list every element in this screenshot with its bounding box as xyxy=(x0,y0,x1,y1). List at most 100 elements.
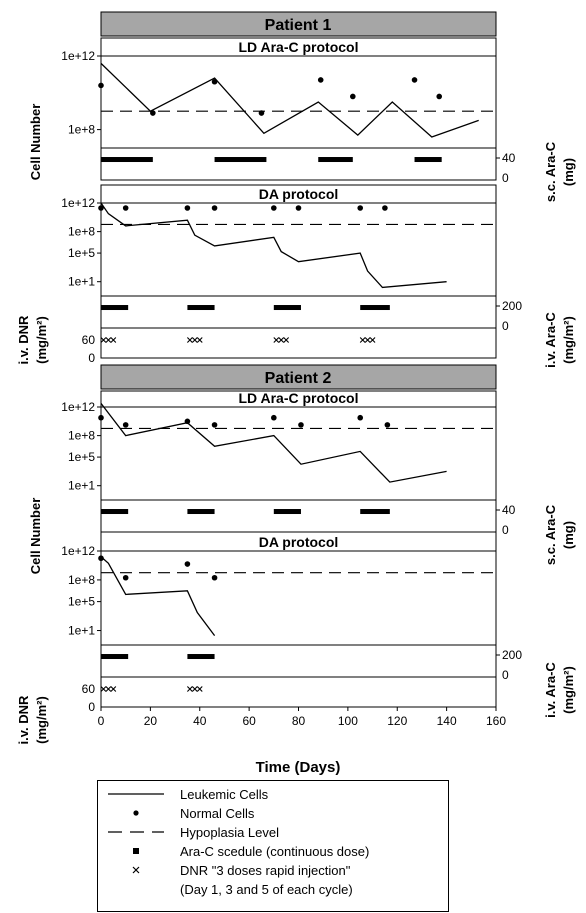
panel4-arac-bar xyxy=(101,654,129,660)
panel4-dnr-dose xyxy=(110,686,117,692)
panel1-arac-bar xyxy=(101,157,153,163)
panel1-cell-tick-label: 1e+12 xyxy=(61,49,95,63)
panel1-normal-point xyxy=(211,78,218,85)
panel2-arac-bar xyxy=(101,305,129,311)
panel4-dnr-tick-low: 0 xyxy=(88,700,95,714)
panel4-arac-box xyxy=(100,644,497,678)
panel3-arac-bar xyxy=(187,509,215,515)
legend-dash-icon xyxy=(108,831,164,833)
legend-dot-icon xyxy=(133,810,139,816)
legend-label-dnr: DNR "3 doses rapid injection" xyxy=(180,863,351,878)
panel2-protocol-title: DA protocol xyxy=(259,186,339,202)
panel4-dnr-dose xyxy=(100,686,107,692)
legend-label-normal: Normal Cells xyxy=(180,806,255,821)
panel3-arac-bar xyxy=(360,509,390,515)
panel3-normal-point xyxy=(357,414,364,421)
panel1-cell-box xyxy=(100,55,497,149)
panel3-normal-point xyxy=(122,422,129,428)
panel4-normal-point xyxy=(122,574,129,581)
dnr-label-p1-line1: i.v. DNR xyxy=(16,315,31,364)
panel2-dnr-dose xyxy=(273,337,280,343)
panel3-protocol-title: LD Ara-C protocol xyxy=(238,390,358,406)
panel3-arac-tick-low: 0 xyxy=(502,523,509,537)
panel2-normal-point xyxy=(295,205,302,211)
legend-cross-icon xyxy=(132,866,140,874)
panel4-cell-tick-label: 1e+8 xyxy=(68,573,95,587)
panel3-normal-point xyxy=(271,414,277,421)
panel1-normal-point xyxy=(258,110,265,116)
panel2-dnr-dose xyxy=(196,337,203,343)
legend-label-dnr-note: (Day 1, 3 and 5 of each cycle) xyxy=(180,882,353,897)
panel1-arac-bar xyxy=(414,157,442,163)
panel2-dnr-dose xyxy=(110,337,117,343)
panel2-dnr-tick-high: 60 xyxy=(82,333,96,347)
panel3-normal-point xyxy=(298,422,304,428)
sc-arac-label-p2: s.c. Ara-C (mg) xyxy=(543,504,576,565)
panel2-arac-tick-low: 0 xyxy=(502,319,509,333)
panel2-arac-tick-high: 200 xyxy=(502,299,522,313)
panel2-dnr-dose xyxy=(364,337,371,343)
iv-arac-label-p2: i.v. Ara-C (mg/m²) xyxy=(543,662,576,718)
panel4-cell-tick-label: 1e+12 xyxy=(61,544,95,558)
legend-label-hypoplasia: Hypoplasia Level xyxy=(180,825,280,840)
panel2-cell-box xyxy=(100,202,497,297)
panel2-dnr-dose xyxy=(369,337,376,343)
panel3-arac-tick-high: 40 xyxy=(502,503,516,517)
panel1-normal-point xyxy=(98,82,104,89)
panel2-leukemic-line xyxy=(100,202,447,289)
patient2-title: Patient 2 xyxy=(265,370,332,387)
panel2-dnr-tick-low: 0 xyxy=(88,351,95,365)
panel1-normal-point xyxy=(150,110,156,116)
iv-arac-label-p1: i.v. Ara-C (mg/m²) xyxy=(543,312,576,368)
x-tick-label: 120 xyxy=(387,714,407,728)
panel1-leukemic-line xyxy=(100,62,479,138)
panel2-normal-point xyxy=(122,205,129,211)
panel3-cell-tick-label: 1e+8 xyxy=(68,429,95,443)
legend-line-icon xyxy=(108,793,164,795)
dnr-label-p2-line2: (mg/m²) xyxy=(34,696,49,744)
dnr-label-p1-line2: (mg/m²) xyxy=(34,316,49,364)
panel2-dnr-box xyxy=(100,327,497,359)
x-tick-label: 140 xyxy=(437,714,457,728)
panel3-cell-box xyxy=(100,406,497,501)
panel2-dnr-dose xyxy=(359,337,366,343)
panel4-cell-box xyxy=(100,550,497,646)
sc-arac-label-p1: s.c. Ara-C (mg) xyxy=(543,141,576,202)
panel4-leukemic-line xyxy=(100,556,216,636)
panel2-arac-bar xyxy=(273,305,301,311)
dnr-label-p2-line1: i.v. DNR xyxy=(16,695,31,744)
panel4-normal-point xyxy=(184,561,191,567)
x-tick-label: 40 xyxy=(193,714,207,728)
panel2-normal-point xyxy=(184,205,191,211)
panel3-leukemic-line xyxy=(100,403,447,483)
panel3-cell-tick-label: 1e+5 xyxy=(68,450,95,464)
legend-square-icon xyxy=(133,848,139,854)
iv-arac-label-p2-line2: (mg/m²) xyxy=(561,666,576,714)
x-tick-label: 80 xyxy=(292,714,306,728)
panel2-dnr-dose xyxy=(191,337,198,343)
panel3-normal-point xyxy=(384,422,391,428)
dnr-label-p1: i.v. DNR (mg/m²) xyxy=(16,315,49,364)
legend-label-arac: Ara-C scedule (continuous dose) xyxy=(180,844,370,859)
panel3-normal-point xyxy=(211,422,218,428)
panel4-dnr-dose xyxy=(196,686,203,692)
sc-arac-label-p2-line2: (mg) xyxy=(561,521,576,549)
panel1-arac-tick-low: 0 xyxy=(502,171,509,185)
panel4-cell-tick-label: 1e+5 xyxy=(68,595,95,609)
dnr-label-p2: i.v. DNR (mg/m²) xyxy=(16,695,49,744)
panel3-normal-point xyxy=(98,414,104,421)
x-tick-label: 20 xyxy=(144,714,158,728)
panel3-arac-bar xyxy=(273,509,301,515)
iv-arac-label-p2-line1: i.v. Ara-C xyxy=(543,662,558,718)
panel1-arac-tick-high: 40 xyxy=(502,151,516,165)
panel2-cell-tick-label: 1e+1 xyxy=(68,275,95,289)
panel1-normal-point xyxy=(436,93,443,100)
iv-arac-label-p1-line2: (mg/m²) xyxy=(561,316,576,364)
panel4-dnr-tick-high: 60 xyxy=(82,682,96,696)
sc-arac-label-p1-line2: (mg) xyxy=(561,158,576,186)
panel1-protocol-title: LD Ara-C protocol xyxy=(238,39,358,55)
panel2-cell-tick-label: 1e+12 xyxy=(61,196,95,210)
panel2-arac-bar xyxy=(187,305,215,311)
panel3-arac-box xyxy=(100,499,497,533)
